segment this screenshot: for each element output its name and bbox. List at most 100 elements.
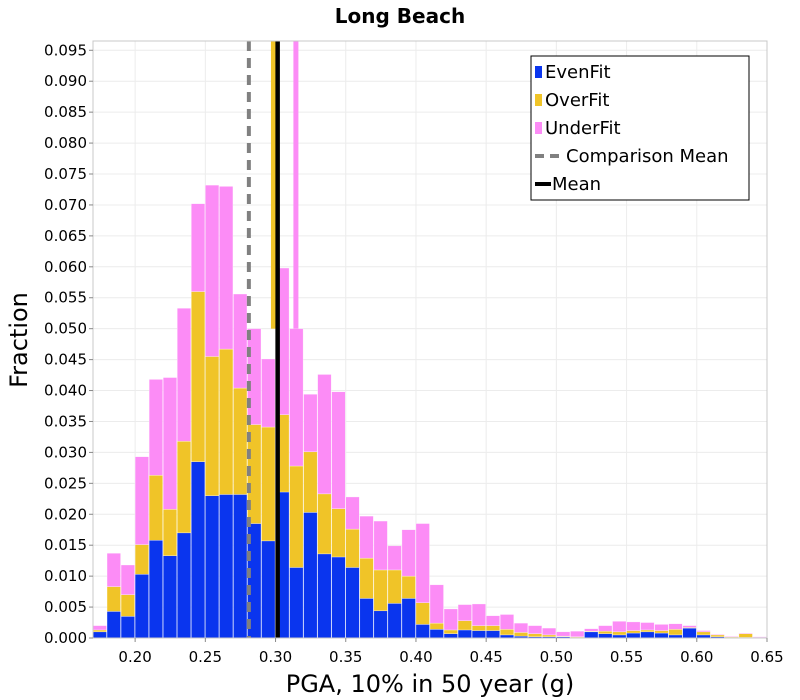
- bar-underfit: [584, 628, 599, 632]
- y-tick-label: 0.055: [44, 289, 87, 307]
- bar-underfit: [303, 394, 318, 453]
- bar-underfit: [106, 552, 121, 587]
- bar-evenfit: [373, 610, 388, 639]
- bar-overfit: [471, 625, 486, 631]
- bar-underfit: [598, 625, 613, 632]
- bar-overfit: [598, 630, 613, 634]
- bar-underfit: [514, 622, 529, 633]
- bar-underfit: [626, 621, 641, 631]
- legend-swatch-overfit: [535, 94, 542, 106]
- bar-overfit: [668, 629, 683, 636]
- bar-overfit: [331, 508, 346, 558]
- legend-box: [530, 55, 750, 201]
- y-tick-label: 0.085: [44, 103, 87, 121]
- bar-evenfit: [443, 633, 458, 639]
- bar-overfit: [233, 387, 248, 495]
- bar-underfit: [542, 627, 557, 636]
- bar-evenfit: [626, 632, 641, 639]
- bar-overfit: [485, 625, 500, 631]
- bar-evenfit: [303, 512, 318, 639]
- bar-underfit: [134, 456, 149, 545]
- y-tick-label: 0.090: [44, 72, 87, 90]
- bar-evenfit: [584, 631, 599, 639]
- bar-overfit: [205, 356, 220, 496]
- bar-evenfit: [120, 616, 135, 639]
- bar-evenfit: [205, 495, 220, 639]
- bar-underfit: [317, 374, 332, 495]
- bar-underfit: [668, 623, 683, 630]
- bar-evenfit: [429, 629, 444, 639]
- spike-bar-overfit: [270, 41, 276, 329]
- bar-underfit: [205, 184, 220, 357]
- bar-underfit: [640, 622, 655, 631]
- y-tick-label: 0.060: [44, 258, 87, 276]
- bar-evenfit: [261, 540, 276, 639]
- bar-underfit: [415, 523, 430, 603]
- x-tick-label: 0.65: [750, 648, 783, 666]
- bar-overfit: [429, 622, 444, 630]
- bar-underfit: [696, 630, 711, 633]
- x-tick-label: 0.30: [259, 648, 292, 666]
- bar-overfit: [710, 634, 725, 638]
- bar-evenfit: [219, 494, 234, 639]
- bar-underfit: [401, 529, 416, 577]
- y-tick-label: 0.065: [44, 227, 87, 245]
- bar-overfit: [626, 630, 641, 634]
- bar-overfit: [528, 633, 543, 638]
- bar-evenfit: [331, 556, 346, 639]
- bar-evenfit: [317, 553, 332, 639]
- bar-overfit: [177, 441, 192, 534]
- x-tick-label: 0.35: [329, 648, 362, 666]
- bar-underfit: [724, 635, 739, 638]
- bar-underfit: [345, 496, 360, 530]
- bar-overfit: [345, 528, 360, 568]
- bar-evenfit: [177, 532, 192, 639]
- bar-underfit: [654, 624, 669, 631]
- bar-overfit: [219, 348, 234, 495]
- legend-label-mean: Mean: [552, 174, 601, 195]
- bar-evenfit: [401, 598, 416, 639]
- legend-swatch-evenfit: [535, 66, 542, 78]
- bar-evenfit: [359, 598, 374, 639]
- bar-underfit: [752, 636, 767, 638]
- bar-evenfit: [654, 632, 669, 639]
- x-tick-label: 0.50: [540, 648, 573, 666]
- legend-label-comparison-mean: Comparison Mean: [566, 146, 729, 167]
- bar-overfit: [696, 631, 711, 636]
- bar-underfit: [387, 545, 402, 571]
- bar-underfit: [120, 564, 135, 595]
- bar-underfit: [331, 391, 346, 509]
- x-axis-ticks: 0.20 0.25 0.30 0.35 0.40 0.45 0.50 0.55 0.60 0.65: [118, 638, 784, 666]
- bar-underfit: [92, 625, 107, 631]
- y-tick-label: 0.075: [44, 165, 87, 183]
- bar-overfit: [612, 631, 627, 636]
- bar-evenfit: [106, 611, 121, 639]
- bar-evenfit: [134, 574, 149, 639]
- bar-overfit: [499, 629, 515, 636]
- bar-underfit: [457, 604, 472, 621]
- bar-underfit: [429, 584, 444, 624]
- y-tick-label: 0.015: [44, 536, 87, 554]
- bar-underfit: [162, 377, 177, 510]
- bar-underfit: [682, 625, 697, 628]
- bar-underfit: [191, 203, 206, 292]
- bar-overfit: [148, 475, 163, 541]
- bar-underfit: [499, 614, 515, 630]
- bar-evenfit: [598, 633, 613, 639]
- bar-evenfit: [485, 630, 500, 639]
- bar-underfit: [373, 520, 388, 571]
- x-axis-label: PGA, 10% in 50 year (g): [286, 670, 575, 698]
- y-tick-label: 0.025: [44, 474, 87, 492]
- bar-overfit: [654, 630, 669, 634]
- bar-evenfit: [387, 603, 402, 639]
- bar-evenfit: [345, 567, 360, 639]
- bar-underfit: [738, 632, 753, 634]
- bar-underfit: [289, 328, 304, 467]
- bar-underfit: [443, 608, 458, 631]
- bar-overfit: [373, 569, 388, 612]
- bar-underfit: [261, 358, 276, 428]
- bar-underfit: [570, 630, 585, 638]
- legend-label-underfit: UnderFit: [545, 118, 621, 139]
- bar-underfit: [247, 328, 262, 425]
